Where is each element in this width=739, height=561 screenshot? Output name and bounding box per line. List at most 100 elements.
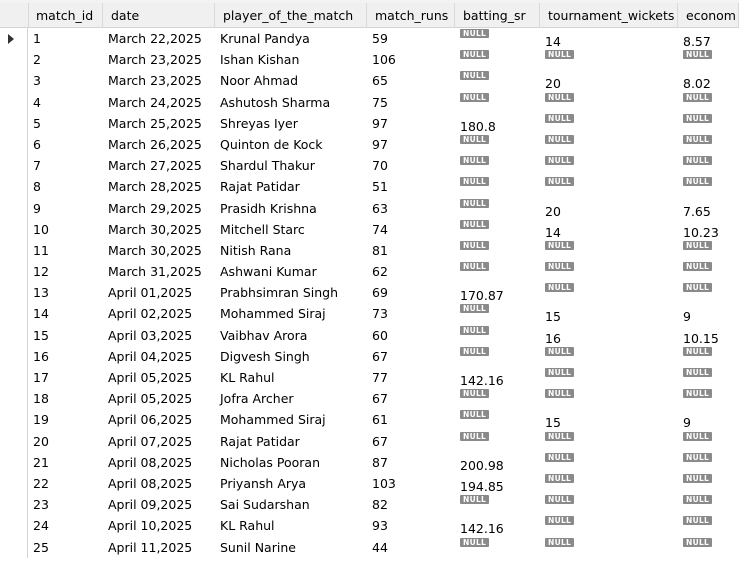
table-row[interactable]: 12 March 31,2025 Ashwani Kumar 62 NULL NULL NU… — [0, 261, 739, 283]
table-row[interactable]: 18 April 05,2025 Jofra Archer 67 NULL NULL NUL… — [0, 388, 739, 410]
cell-match-runs[interactable]: 82 — [372, 497, 388, 513]
row-gutter[interactable] — [0, 324, 28, 346]
cell-date[interactable]: March 30,2025 — [108, 242, 202, 258]
cell-match-id[interactable]: 14 — [33, 306, 49, 322]
cell-economy[interactable]: NULL — [678, 261, 739, 282]
cell-date[interactable]: April 05,2025 — [108, 370, 193, 385]
cell-tournament-wickets[interactable]: 20 — [545, 203, 561, 219]
row-gutter[interactable] — [0, 70, 28, 92]
cell-match-id[interactable]: 4 — [33, 94, 41, 110]
cell-date[interactable]: April 07,2025 — [108, 433, 193, 449]
cell-match-id[interactable]: 5 — [33, 115, 41, 131]
table-row[interactable]: 10 March 30,2025 Mitchell Starc 74 NULL 14 10.… — [0, 218, 739, 240]
cell-tournament-wickets[interactable]: 15 — [545, 415, 561, 431]
cell-tournament-wickets[interactable]: NULL — [540, 261, 678, 282]
row-gutter[interactable] — [0, 345, 28, 367]
cell-economy[interactable]: 7.65 — [683, 203, 711, 219]
cell-tournament-wickets[interactable]: NULL — [540, 367, 678, 388]
cell-batting-sr[interactable]: NULL — [455, 28, 540, 49]
cell-match-id[interactable]: 8 — [33, 179, 41, 195]
cell-player[interactable]: Ishan Kishan — [220, 52, 300, 68]
cell-match-runs[interactable]: 103 — [372, 475, 396, 491]
cell-match-id[interactable]: 1 — [33, 31, 41, 46]
cell-batting-sr[interactable]: NULL — [455, 303, 540, 324]
cell-batting-sr[interactable]: NULL — [455, 388, 540, 409]
cell-player[interactable]: Rajat Patidar — [220, 433, 300, 449]
cell-match-id[interactable]: 18 — [33, 391, 49, 407]
cell-tournament-wickets[interactable]: 15 — [545, 309, 561, 325]
row-gutter[interactable] — [0, 515, 28, 537]
cell-batting-sr[interactable]: 142.16 — [460, 373, 504, 388]
cell-tournament-wickets[interactable]: NULL — [540, 282, 678, 303]
cell-player[interactable]: Jofra Archer — [220, 391, 294, 407]
cell-match-runs[interactable]: 97 — [372, 115, 388, 131]
cell-match-runs[interactable]: 73 — [372, 306, 388, 322]
table-row[interactable]: 8 March 28,2025 Rajat Patidar 51 NULL NULL NUL… — [0, 176, 739, 198]
table-row[interactable]: 22 April 08,2025 Priyansh Arya 103 194.85 NUL… — [0, 472, 739, 495]
row-gutter[interactable] — [0, 472, 28, 495]
cell-player[interactable]: Shreyas Iyer — [220, 115, 298, 131]
row-gutter[interactable] — [0, 218, 28, 240]
cell-tournament-wickets[interactable]: 20 — [545, 76, 561, 92]
cell-date[interactable]: March 29,2025 — [108, 200, 202, 216]
cell-match-runs[interactable]: 63 — [372, 200, 388, 216]
table-row[interactable]: 25 April 11,2025 Sunil Narine 44 NULL NULL NUL… — [0, 536, 739, 558]
cell-match-runs[interactable]: 61 — [372, 412, 388, 428]
cell-batting-sr[interactable]: NULL — [455, 198, 540, 219]
cell-match-id[interactable]: 10 — [33, 221, 49, 237]
cell-match-runs[interactable]: 44 — [372, 539, 388, 555]
cell-player[interactable]: Vaibhav Arora — [220, 327, 308, 343]
cell-economy[interactable]: NULL — [678, 240, 739, 261]
cell-batting-sr[interactable]: NULL — [455, 155, 540, 176]
cell-tournament-wickets[interactable]: NULL — [540, 49, 678, 70]
cell-batting-sr[interactable]: NULL — [455, 70, 540, 91]
cell-date[interactable]: April 08,2025 — [108, 475, 193, 491]
row-gutter[interactable] — [0, 176, 28, 198]
cell-match-runs[interactable]: 67 — [372, 391, 388, 407]
table-row[interactable]: 2 March 23,2025 Ishan Kishan 106 NULL NULL NUL… — [0, 49, 739, 71]
cell-batting-sr[interactable]: NULL — [455, 134, 540, 155]
cell-date[interactable]: April 03,2025 — [108, 327, 193, 343]
cell-date[interactable]: April 06,2025 — [108, 412, 193, 428]
row-gutter[interactable] — [0, 261, 28, 283]
row-gutter[interactable] — [0, 239, 28, 262]
table-row[interactable]: 24 April 10,2025 KL Rahul 93 142.16 NULL NULL — [0, 515, 739, 537]
cell-player[interactable]: Quinton de Kock — [220, 136, 323, 152]
row-gutter[interactable] — [0, 451, 28, 473]
cell-match-id[interactable]: 15 — [33, 327, 49, 343]
cell-player[interactable]: Mohammed Siraj — [220, 412, 326, 428]
cell-batting-sr[interactable]: 200.98 — [460, 457, 504, 473]
row-gutter[interactable] — [0, 28, 28, 50]
column-header-tournament-wickets[interactable]: tournament_wickets — [540, 3, 678, 27]
cell-batting-sr[interactable]: NULL — [455, 325, 540, 346]
cell-economy[interactable]: NULL — [678, 515, 739, 536]
cell-economy[interactable]: NULL — [678, 113, 739, 134]
cell-batting-sr[interactable]: NULL — [455, 240, 540, 261]
column-header-date[interactable]: date — [103, 3, 215, 27]
cell-match-runs[interactable]: 51 — [372, 179, 388, 195]
cell-player[interactable]: Ashutosh Sharma — [220, 94, 331, 110]
cell-batting-sr[interactable]: NULL — [455, 219, 540, 240]
cell-batting-sr[interactable]: NULL — [455, 537, 540, 558]
cell-economy[interactable]: NULL — [678, 367, 739, 388]
cell-batting-sr[interactable]: NULL — [455, 176, 540, 197]
cell-tournament-wickets[interactable]: NULL — [540, 346, 678, 367]
cell-batting-sr[interactable]: NULL — [455, 346, 540, 367]
cell-player[interactable]: Priyansh Arya — [220, 475, 307, 491]
cell-date[interactable]: March 22,2025 — [108, 31, 202, 46]
cell-date[interactable]: April 11,2025 — [108, 539, 193, 555]
cell-economy[interactable]: NULL — [678, 494, 739, 515]
cell-date[interactable]: March 31,2025 — [108, 264, 202, 280]
cell-tournament-wickets[interactable]: 14 — [545, 34, 561, 49]
cell-match-runs[interactable]: 81 — [372, 242, 388, 258]
cell-player[interactable]: Mitchell Starc — [220, 221, 305, 237]
cell-tournament-wickets[interactable]: NULL — [540, 176, 678, 197]
cell-batting-sr[interactable]: NULL — [455, 431, 540, 452]
table-row[interactable]: 16 April 04,2025 Digvesh Singh 67 NULL NULL NU… — [0, 345, 739, 367]
cell-match-id[interactable]: 16 — [33, 348, 49, 364]
cell-batting-sr[interactable]: 142.16 — [460, 521, 504, 537]
cell-match-runs[interactable]: 59 — [372, 31, 388, 46]
cell-match-id[interactable]: 6 — [33, 136, 41, 152]
row-gutter[interactable] — [0, 49, 28, 71]
cell-player[interactable]: KL Rahul — [220, 370, 275, 385]
